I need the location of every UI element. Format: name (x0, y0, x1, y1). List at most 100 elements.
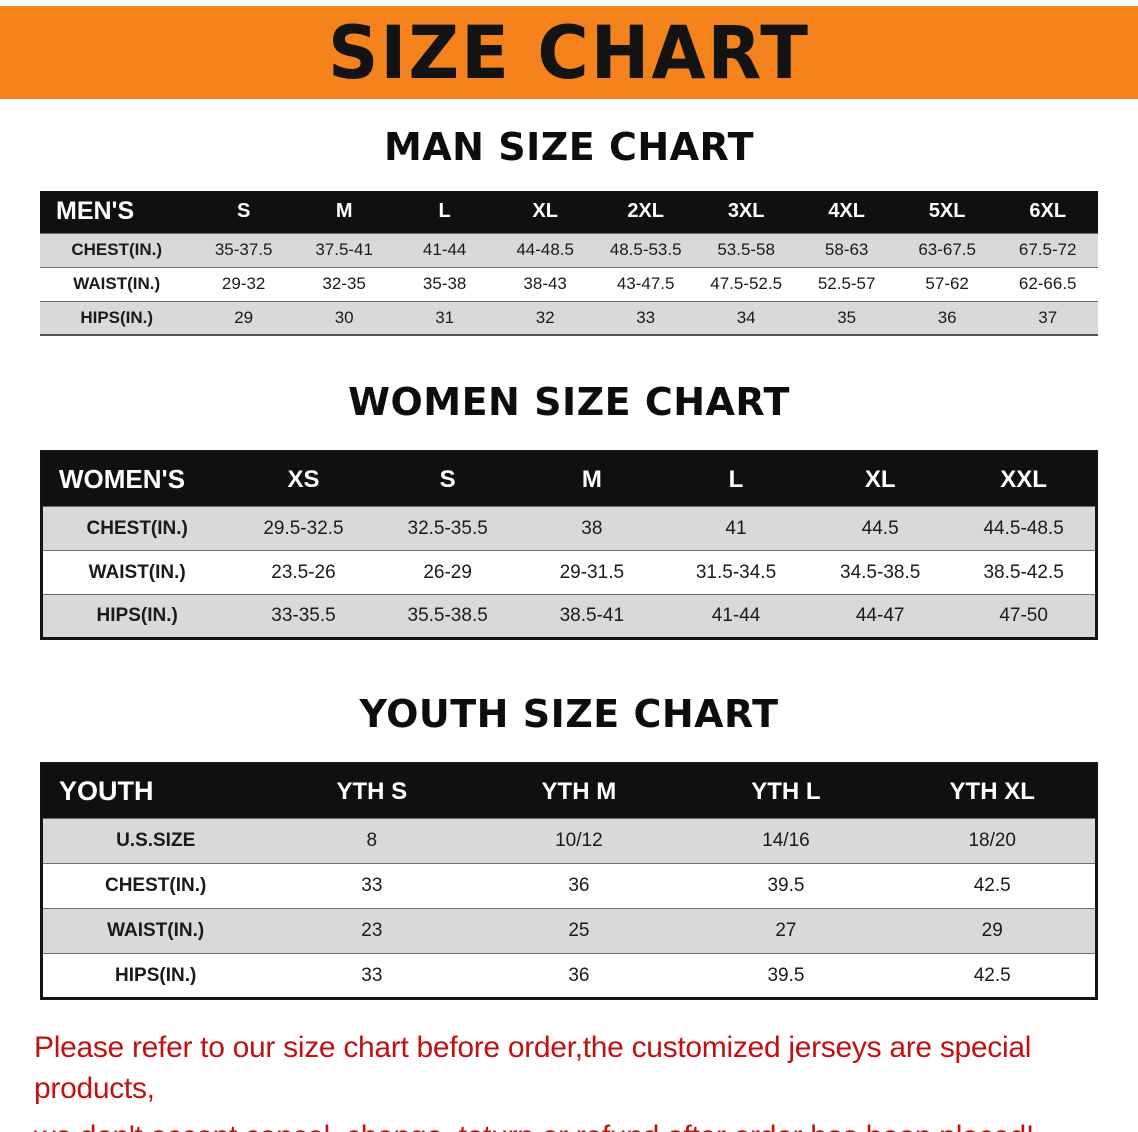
disclaimer-note: Please refer to our size chart before or… (0, 1028, 1138, 1132)
table-row: WAIST(IN.) 23.5-26 26-29 29-31.5 31.5-34.5 34… (41, 550, 1097, 595)
row-label-cell: CHEST(IN.) (86, 517, 188, 539)
value-cell: 47-50 (999, 605, 1048, 626)
row-label-cell: HIPS(IN.) (80, 307, 154, 327)
value-cell: 63-67.5 (918, 240, 976, 259)
value-cell: 32 (535, 307, 555, 327)
value-cell: 44.5-48.5 (983, 517, 1064, 539)
value-cell: 33-35.5 (271, 605, 336, 626)
table-row: WAIST(IN.) 23 25 27 29 (41, 908, 1097, 954)
youth-chart-heading: YOUTH SIZE CHART (359, 692, 779, 736)
value-cell: 57-62 (925, 274, 969, 293)
value-cell: 37.5-41 (315, 240, 373, 259)
value-cell: 58-63 (824, 240, 869, 259)
man-size-table: MEN'S S M L XL 2XL 3XL 4XL 5XL 6XL CHEST(IN.) 35-37… (40, 191, 1098, 336)
row-label-cell: U.S.SIZE (116, 830, 196, 851)
table-row: CHEST(IN.) 35-37.5 37.5-41 41-44 44-48.5 48.5… (40, 233, 1098, 267)
row-label-cell: HIPS(IN.) (96, 605, 178, 626)
banner: SIZE CHART (0, 6, 1138, 99)
size-header-cell: YTH M (475, 763, 683, 819)
table-header-row: MEN'S S M L XL 2XL 3XL 4XL 5XL 6XL (40, 191, 1098, 233)
value-cell: 29 (234, 307, 254, 327)
table-title-cell: MEN'S (40, 191, 194, 233)
value-cell: 38 (581, 517, 603, 539)
table-header-row: YOUTH YTH S YTH M YTH L YTH XL (41, 763, 1097, 819)
value-cell: 38-43 (523, 274, 567, 293)
size-header-cell: M (293, 191, 395, 233)
value-cell: 36 (937, 307, 957, 327)
value-cell: 44-48.5 (516, 240, 574, 259)
value-cell: 39.5 (767, 964, 805, 986)
size-header-cell: S (193, 191, 294, 233)
row-label-cell: CHEST(IN.) (104, 875, 207, 896)
value-cell: 27 (775, 920, 797, 941)
value-cell: 10/12 (555, 830, 603, 851)
value-cell: 26-29 (423, 561, 472, 583)
table-row: WAIST(IN.) 29-32 32-35 35-38 38-43 43-47.5 47.… (40, 267, 1098, 301)
women-chart-heading: WOMEN SIZE CHART (348, 380, 790, 424)
value-cell: 67.5-72 (1018, 240, 1077, 259)
value-cell: 23 (361, 920, 383, 941)
value-cell: 36 (568, 964, 590, 986)
youth-size-section: YOUTH SIZE CHART YOUTH YTH S YTH M YTH L YTH… (0, 692, 1138, 1000)
value-cell: 33 (636, 307, 656, 327)
value-cell: 35-38 (422, 274, 467, 293)
table-row: HIPS(IN.) 33 36 39.5 42.5 (41, 953, 1097, 999)
value-cell: 38.5-41 (559, 605, 625, 626)
value-cell: 29 (981, 920, 1003, 941)
value-cell: 14/16 (762, 830, 810, 851)
disclaimer-line-1: Please refer to our size chart before or… (34, 1031, 1032, 1105)
value-cell: 31 (435, 307, 455, 327)
value-cell: 43-47.5 (616, 274, 675, 293)
value-cell: 29-32 (221, 274, 266, 293)
table-title-cell: YOUTH (41, 763, 269, 819)
row-label-cell: HIPS(IN.) (115, 964, 197, 986)
value-cell: 29.5-32.5 (263, 517, 344, 539)
size-header-cell: XL (494, 191, 596, 233)
size-header-cell: S (375, 451, 520, 507)
table-row: HIPS(IN.) 33-35.5 35.5-38.5 38.5-41 41-44 44-… (41, 594, 1097, 639)
value-cell: 39.5 (767, 875, 805, 896)
row-label-cell: WAIST(IN.) (88, 561, 186, 583)
man-size-section: MAN SIZE CHART MEN'S S M L XL 2XL 3XL 4XL 5XL 6XL… (0, 125, 1138, 336)
size-header-cell: XS (231, 451, 376, 507)
row-label-cell: WAIST(IN.) (107, 920, 205, 941)
value-cell: 41-44 (711, 605, 761, 626)
size-header-cell: L (663, 451, 809, 507)
size-header-cell: YTH S (268, 763, 476, 819)
value-cell: 41 (725, 517, 747, 539)
size-header-cell: YTH L (682, 763, 890, 819)
size-header-cell: 2XL (595, 191, 696, 233)
size-header-cell: YTH XL (889, 763, 1097, 819)
value-cell: 38.5-42.5 (983, 561, 1064, 583)
value-cell: 25 (568, 920, 590, 941)
size-chart-page: SIZE CHART MAN SIZE CHART MEN'S S M L XL 2XL 3… (0, 6, 1138, 1132)
value-cell: 33 (361, 964, 383, 986)
value-cell: 30 (334, 307, 354, 327)
value-cell: 32.5-35.5 (407, 517, 488, 539)
table-row: HIPS(IN.) 29 30 31 32 33 34 35 36 37 (40, 301, 1098, 335)
youth-size-table: YOUTH YTH S YTH M YTH L YTH XL U.S.SIZE 8 10/12… (40, 762, 1098, 1000)
value-cell: 53.5-58 (717, 240, 775, 259)
value-cell: 36 (568, 875, 590, 896)
women-size-table: WOMEN'S XS S M L XL XXL CHEST(IN.) 29.5-32.5 32.5… (40, 450, 1098, 640)
size-header-cell: XXL (952, 451, 1097, 507)
row-label-cell: CHEST(IN.) (71, 240, 163, 259)
value-cell: 42.5 (973, 875, 1011, 896)
disclaimer-line-2: we don't accept cancel, change, teturn o… (34, 1117, 1128, 1132)
value-cell: 31.5-34.5 (695, 561, 777, 583)
value-cell: 52.5-57 (817, 274, 876, 293)
table-row: U.S.SIZE 8 10/12 14/16 18/20 (41, 818, 1097, 864)
value-cell: 48.5-53.5 (609, 240, 682, 259)
size-header-cell: 6XL (997, 191, 1098, 233)
man-chart-heading: MAN SIZE CHART (383, 125, 755, 169)
table-title-cell: WOMEN'S (41, 451, 232, 507)
size-header-cell: L (394, 191, 495, 233)
value-cell: 8 (366, 830, 378, 851)
value-cell: 34 (736, 307, 756, 327)
value-cell: 62-66.5 (1018, 274, 1077, 293)
value-cell: 29-31.5 (559, 561, 625, 583)
size-header-cell: 3XL (695, 191, 797, 233)
value-cell: 41-44 (422, 240, 467, 259)
table-header-row: WOMEN'S XS S M L XL XXL (41, 451, 1097, 507)
value-cell: 47.5-52.5 (710, 274, 783, 293)
